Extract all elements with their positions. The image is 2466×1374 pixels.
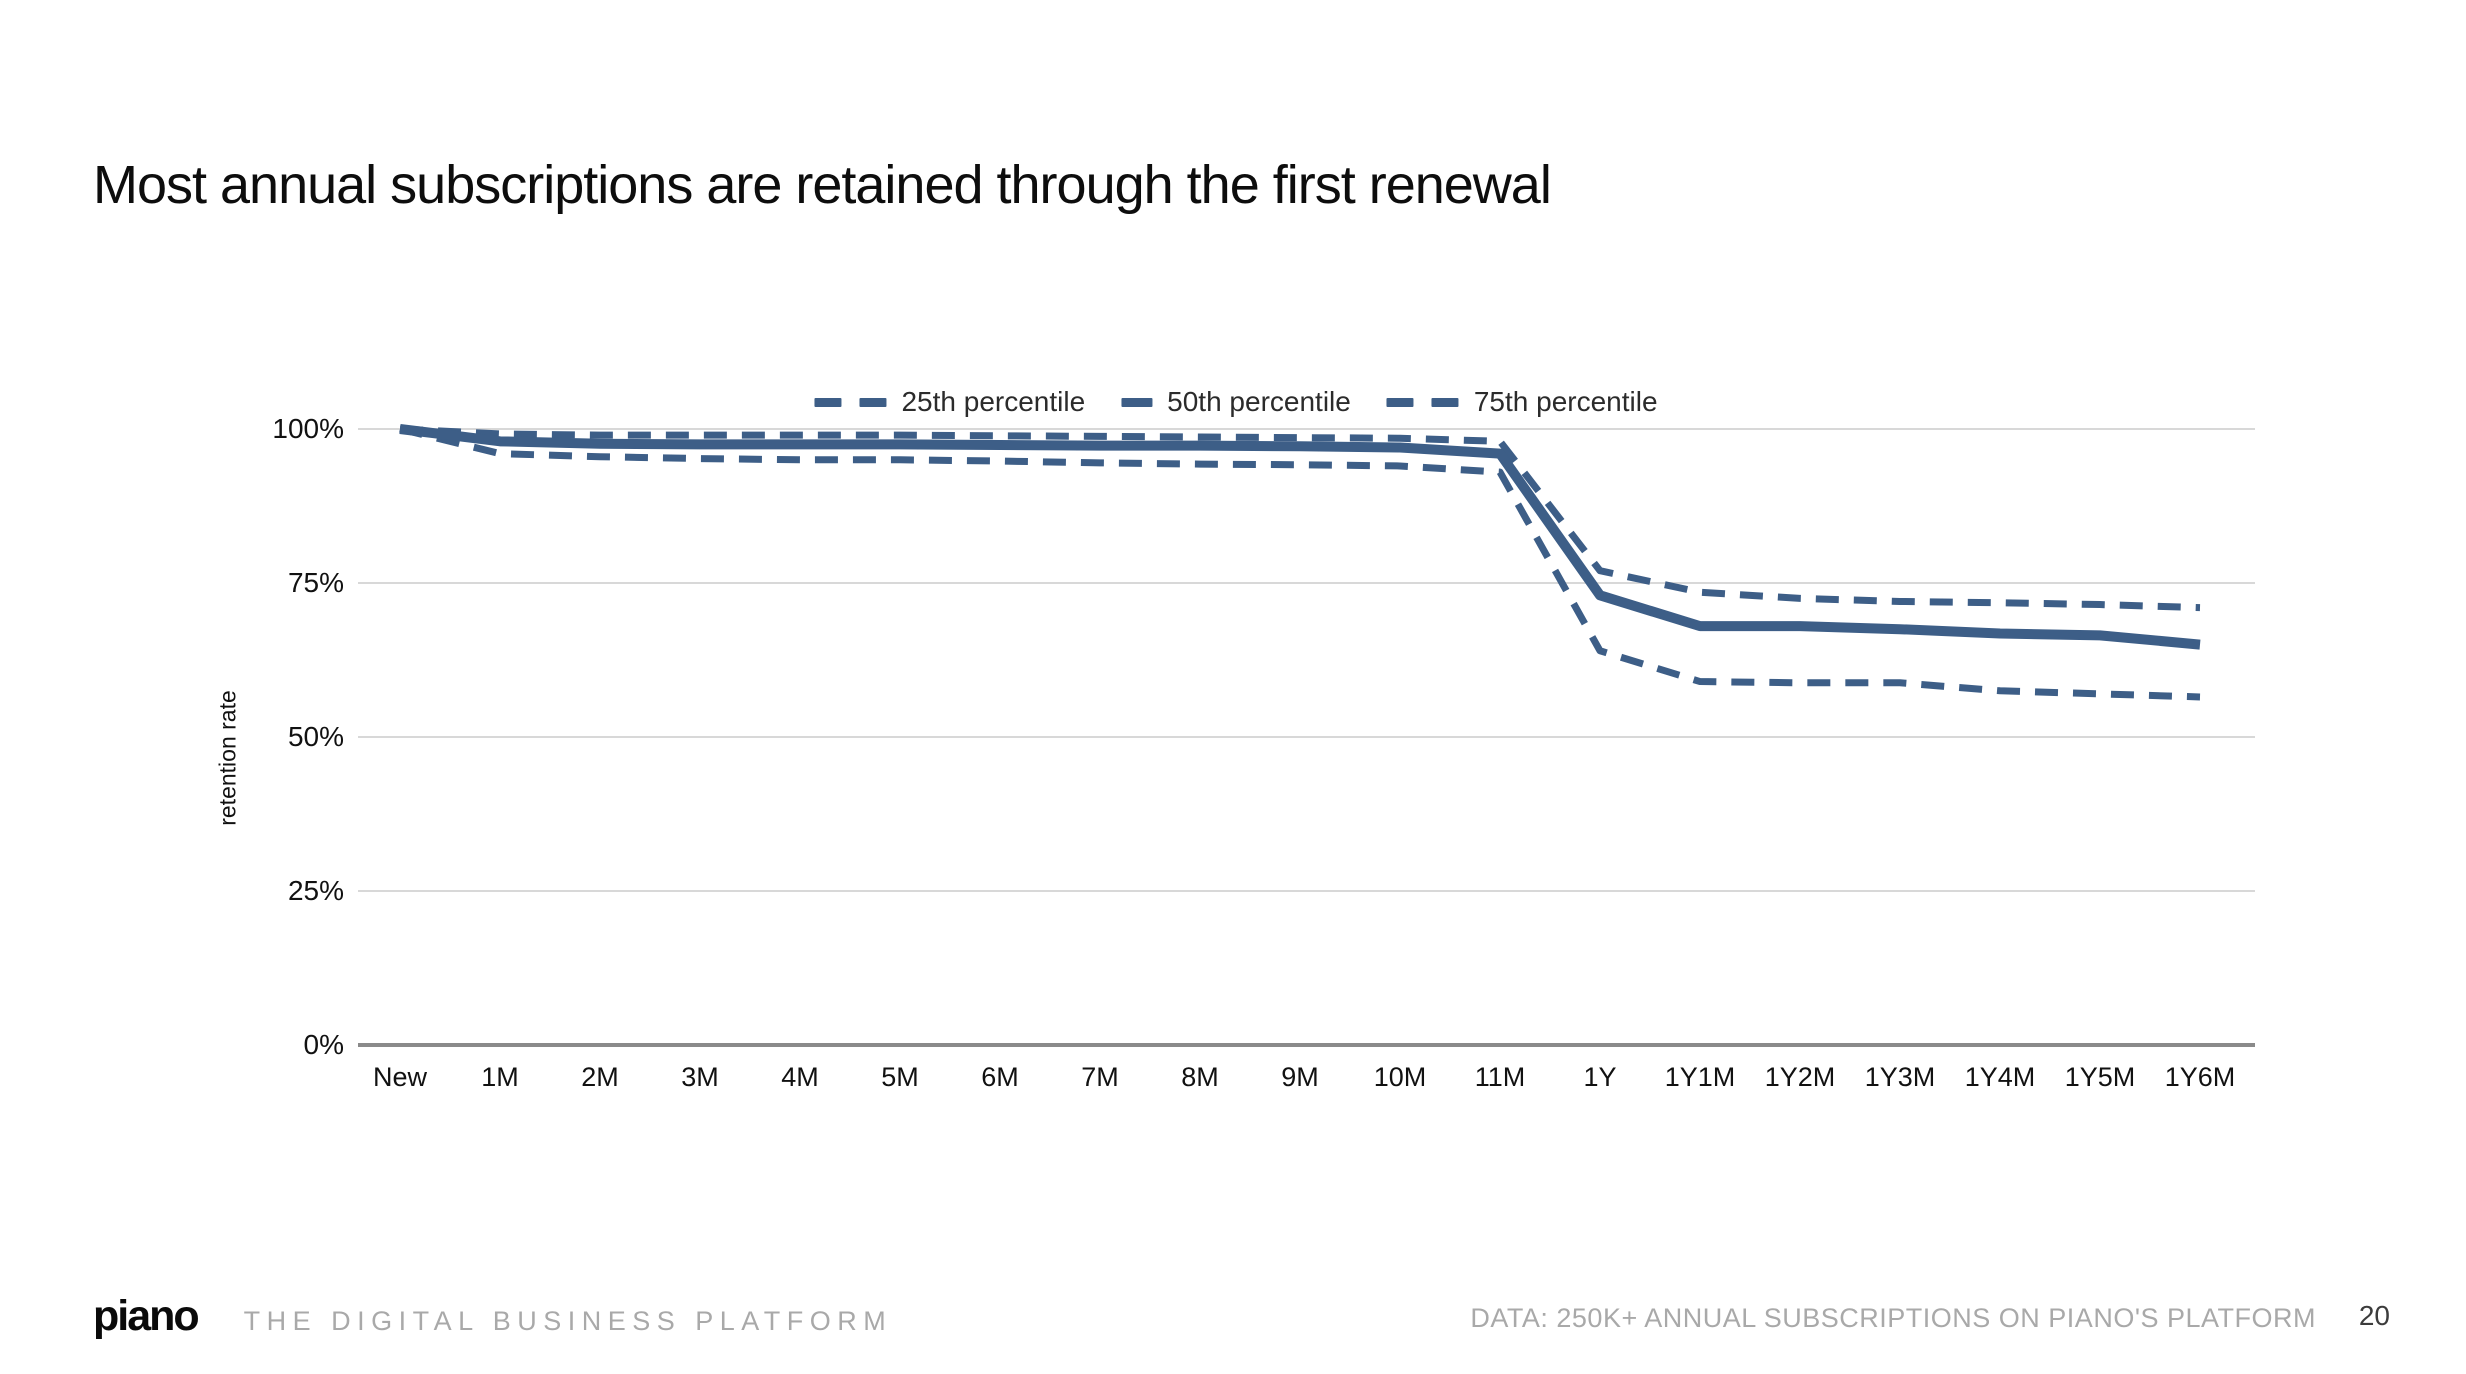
legend-label: 50th percentile [1167, 386, 1351, 417]
page-number: 20 [2358, 1300, 2390, 1331]
legend-item-75th-percentile: 75th percentile [1386, 386, 1658, 418]
y-axis-title: retention rate [214, 690, 241, 826]
legend-item-25th-percentile: 25th percentile [814, 386, 1085, 418]
legend-item-50th-percentile: 50th percentile [1121, 386, 1351, 418]
slide-title: Most annual subscriptions are retained t… [93, 155, 1552, 216]
chart-legend: 25th percentile 50th percentile 75th perce… [814, 386, 1658, 418]
series-line-75th-percentile [399, 425, 2201, 612]
legend-label: 75th percentile [1473, 386, 1658, 417]
footer-tagline: THE DIGITAL BUSINESS PLATFORM [243, 1306, 893, 1336]
legend-dash [1121, 397, 1153, 407]
legend-dash [859, 397, 887, 407]
legend-dash [1386, 397, 1414, 407]
legend-label: 25th percentile [901, 386, 1086, 417]
dashed-line-icon [1386, 397, 1459, 407]
solid-line-icon [1121, 397, 1153, 407]
legend-dash [814, 397, 842, 407]
dashed-line-icon [814, 397, 887, 407]
series-line-50th-percentile [399, 424, 2201, 650]
footer-left: piano THE DIGITAL BUSINESS PLATFORM [93, 1292, 892, 1341]
footer-data-note: DATA: 250K+ ANNUAL SUBSCRIPTIONS ON PIAN… [1470, 1303, 2316, 1333]
legend-dash [1431, 397, 1459, 407]
series-line-25th-percentile [399, 425, 2201, 701]
piano-logo: piano [93, 1292, 200, 1340]
